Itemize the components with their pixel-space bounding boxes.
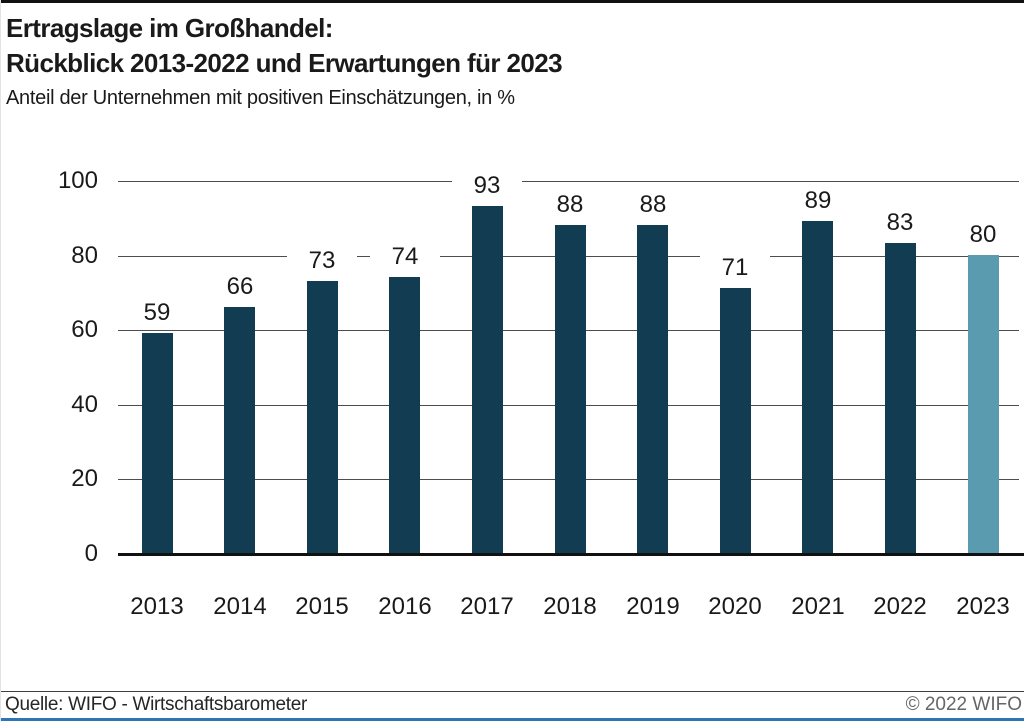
bar-2020 [720, 288, 751, 553]
x-axis-label-2016: 2016 [378, 593, 432, 620]
top-border [1, 0, 1024, 3]
x-axis-label-2023: 2023 [956, 593, 1010, 620]
bar-2023 [968, 255, 999, 553]
bar-2018 [555, 225, 586, 553]
bar-2013 [142, 333, 173, 553]
y-axis-tick-label: 80 [71, 241, 98, 269]
chart-subtitle: Anteil der Unternehmen mit positiven Ein… [6, 87, 515, 109]
source-text: Quelle: WIFO - Wirtschaftsbarometer [5, 694, 308, 715]
copyright-text: © 2022 WIFO [905, 694, 1022, 715]
bar-2019 [637, 225, 668, 553]
x-axis-label-2018: 2018 [543, 593, 597, 620]
x-axis-label-2019: 2019 [626, 593, 680, 620]
bar-value-2020: 71 [700, 254, 770, 282]
bar-value-2021: 89 [783, 187, 853, 215]
bar-2016 [389, 277, 420, 553]
y-axis-tick-label: 0 [84, 540, 98, 567]
y-axis-tick-label: 60 [71, 316, 98, 344]
bar-2021 [802, 221, 833, 553]
bar-2022 [885, 243, 916, 553]
bar-2014 [224, 307, 255, 553]
y-axis-tick-label: 40 [71, 390, 98, 418]
y-axis-tick-label: 20 [71, 465, 98, 493]
x-axis-label-2022: 2022 [873, 593, 927, 620]
x-axis-label-2014: 2014 [213, 593, 267, 620]
y-axis-tick-label: 100 [57, 167, 98, 194]
bottom-accent-line [1, 718, 1024, 721]
bar-2015 [307, 281, 338, 553]
gridline-100 [118, 181, 1019, 182]
x-axis-label-2015: 2015 [295, 593, 349, 620]
x-axis-label-2017: 2017 [460, 593, 514, 620]
x-axis-label-2021: 2021 [791, 593, 845, 620]
chart-title-line1: Ertragslage im Großhandel: [6, 13, 333, 43]
bar-value-2014: 66 [205, 273, 275, 301]
chart-title-line2: Rückblick 2013-2022 und Erwartungen für … [6, 48, 563, 78]
x-axis-line [118, 553, 1024, 556]
bar-value-2015: 73 [287, 247, 357, 275]
bar-2017 [472, 206, 503, 553]
bar-value-2016: 74 [370, 243, 440, 271]
bar-value-2022: 83 [865, 209, 935, 237]
bar-value-2023: 80 [948, 221, 1018, 249]
x-axis-label-2020: 2020 [708, 593, 762, 620]
x-axis-label-2013: 2013 [130, 593, 184, 620]
bar-value-2013: 59 [122, 299, 192, 327]
footer-divider [1, 691, 1024, 692]
bar-value-2018: 88 [535, 191, 605, 219]
bar-value-2017: 93 [452, 172, 522, 200]
bar-value-2019: 88 [618, 191, 688, 219]
